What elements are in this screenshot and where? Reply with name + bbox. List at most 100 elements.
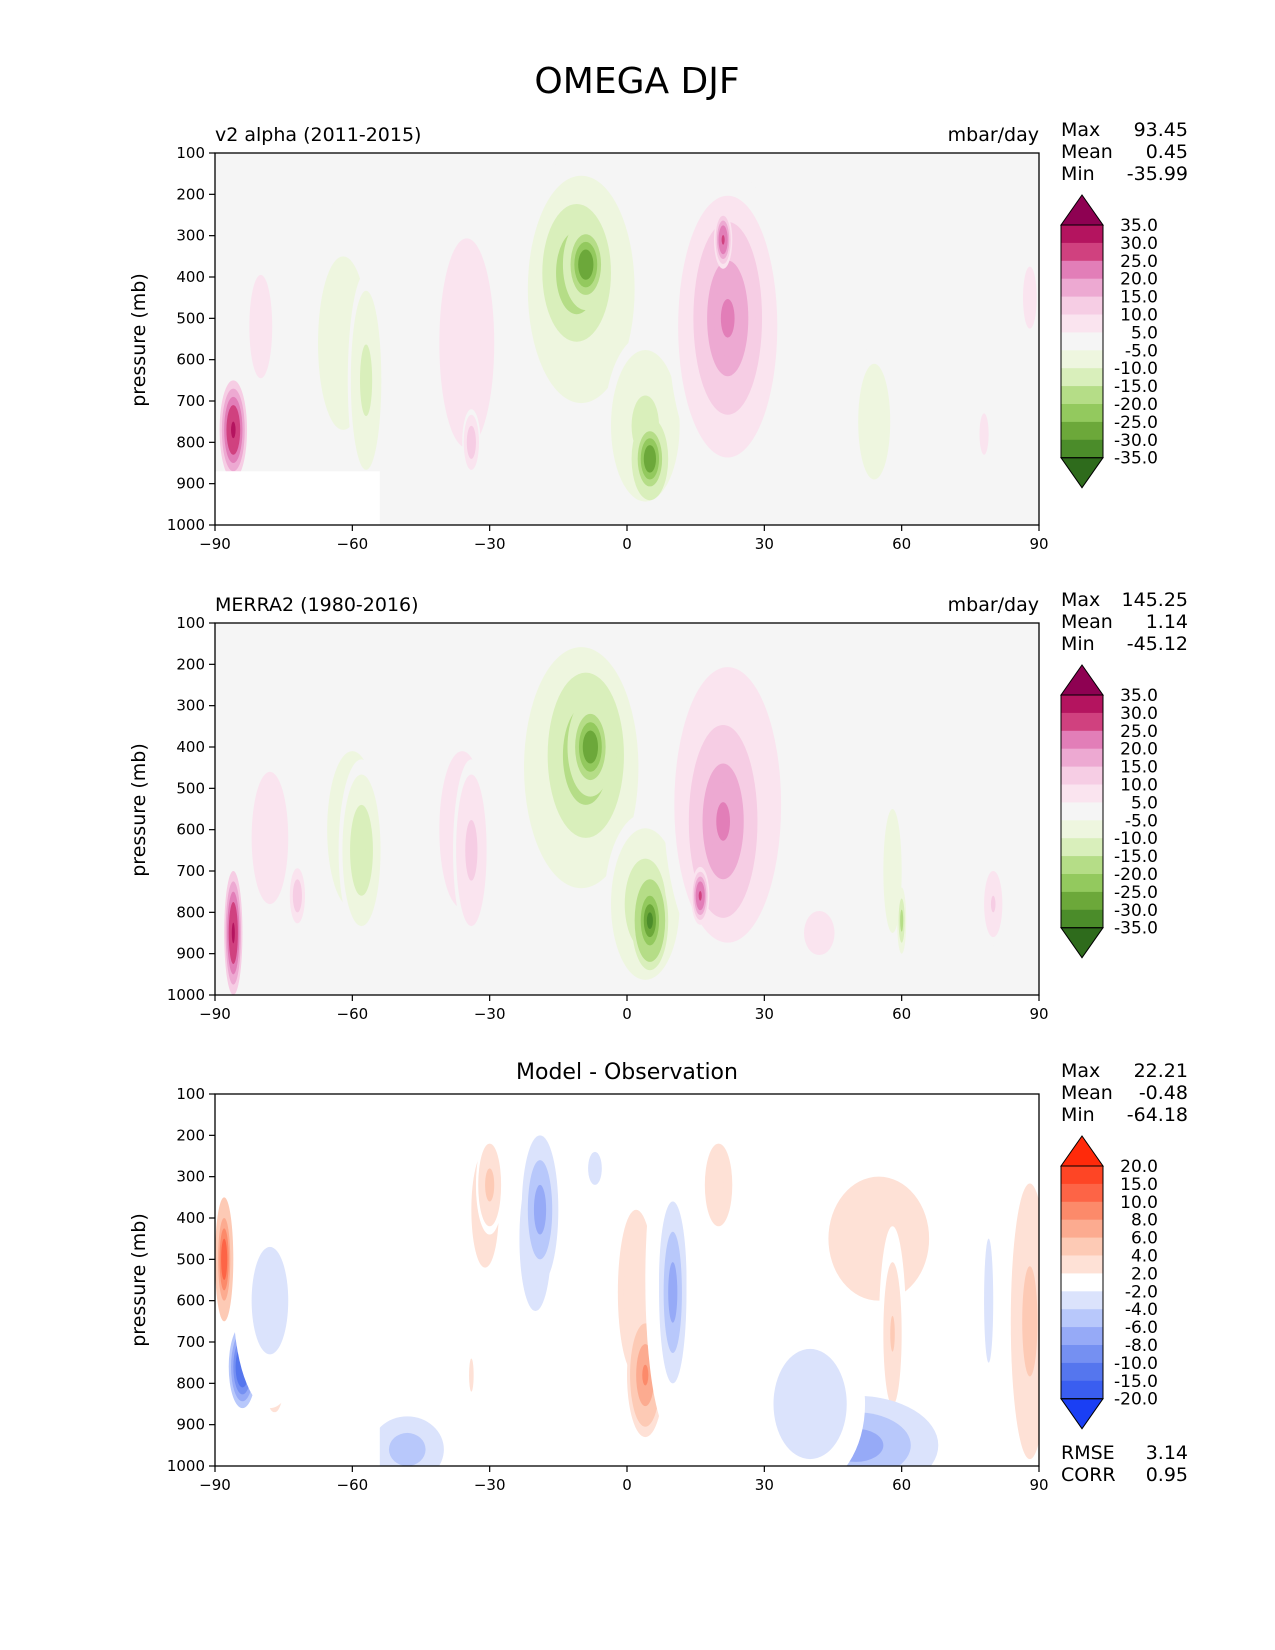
panel-3-contour: [263, 1282, 277, 1319]
panel-3-colorbar-bin: [1061, 1237, 1103, 1256]
panel-2-colorbar-extend-top: [1060, 664, 1104, 696]
panel-3-contour: [890, 1315, 895, 1352]
panel-3-stats: Max 22.21 Mean -0.48 Min -64.18: [1061, 1060, 1188, 1126]
panel-2-ytick-label: 400: [176, 738, 205, 756]
panel-3-colorbar-label: -8.0: [1125, 1336, 1158, 1356]
panel-1-xtick-label: −60: [337, 535, 369, 553]
panel-3-stat-label: Mean: [1061, 1082, 1113, 1104]
panel-1-colorbar-bin: [1061, 368, 1103, 387]
panel-1-colorbar-label: -15.0: [1114, 377, 1158, 397]
panel-2-ytick-label: 200: [176, 655, 205, 673]
panel-3-metrics: RMSE 3.14 CORR 0.95: [1061, 1442, 1188, 1486]
panel-2-stat-label: Mean: [1061, 611, 1113, 633]
panel-1-xtick-label: 30: [755, 535, 774, 553]
panel-1-xticks: −90 −60 −30 0 30 60 90: [199, 525, 1049, 553]
panel-2-stat-label: Max: [1061, 589, 1100, 611]
panel-1-colorbar-label: 30.0: [1120, 234, 1158, 254]
panel-3-colorbar-label: 20.0: [1120, 1157, 1158, 1177]
panel-3-colorbar-bin: [1061, 1362, 1103, 1382]
panel-1-stat-label: Mean: [1061, 141, 1113, 163]
panel-3-anomaly-11: [778, 1114, 980, 1363]
panel-2-stat-value: -45.12: [1127, 633, 1188, 655]
panel-3-colorbar-label: 6.0: [1131, 1229, 1158, 1249]
panel-2-ytick-label: 600: [176, 821, 205, 839]
panel-2-colorbar-label: 15.0: [1120, 758, 1158, 778]
panel-1-title-left: v2 alpha (2011-2015): [215, 124, 421, 146]
panel-3-anomaly-12: [878, 1226, 907, 1442]
panel-2-ytick-label: 700: [176, 862, 205, 880]
panel-3-anomaly-17: [215, 1197, 234, 1322]
panel-3-ytick-label: 100: [176, 1085, 205, 1103]
panel-3-contour: [800, 1390, 820, 1418]
panel-3-colorbar-label: 8.0: [1131, 1211, 1158, 1231]
panel-1-colorbar-label: 20.0: [1120, 270, 1158, 290]
panel-1-anomaly-16: [974, 392, 994, 476]
panel-2-colorbar-bin: [1061, 766, 1103, 785]
panel-2-anomaly-18: [979, 854, 1007, 954]
panel-1-contour: [721, 234, 725, 245]
panel-3-colorbar-extend-bottom: [1060, 1398, 1104, 1430]
panel-2-colorbar-bin: [1061, 784, 1103, 803]
panel-2-xtick-label: 0: [622, 1005, 632, 1023]
panel-1-contour: [469, 436, 473, 448]
panel-1-anomaly-7: [686, 202, 769, 435]
panel-1-ytick-label: 400: [176, 268, 205, 286]
panel-1-contour: [646, 451, 653, 466]
panel-2-yticks: 100 200 300 400 500 600 700 800 900 1000: [167, 614, 215, 1004]
panel-3-ytick-label: 500: [176, 1250, 205, 1268]
panel-1-yticks: 100 200 300 400 500 600 700 800 900 1000: [167, 144, 215, 534]
panel-3-contour: [536, 1197, 544, 1223]
panel-2-xtick-label: 60: [892, 1005, 911, 1023]
panel-2-anomaly-8: [691, 866, 710, 925]
panel-2-contour: [263, 815, 277, 860]
panel-1-colorbar-frame: [1060, 224, 1104, 459]
panel-3-colorbar-label: 15.0: [1120, 1175, 1158, 1195]
panel-1-anomaly-3: [562, 219, 609, 311]
panel-3-colorbar-label: 10.0: [1120, 1193, 1158, 1213]
panel-2-colorbar-bin: [1061, 856, 1103, 875]
panel-2-colorbar-bin: [1061, 712, 1103, 732]
panel-1-contour: [1027, 287, 1033, 308]
panel-2-anomaly-14: [224, 871, 243, 995]
panel-3-anomaly-2: [475, 1135, 504, 1235]
panel-1-anomaly-5: [631, 417, 669, 501]
panel-3-anomaly-4: [521, 1135, 559, 1285]
panel-2-contour: [889, 850, 896, 892]
panel-1-stat-value: -35.99: [1127, 163, 1188, 185]
panel-3-contour: [670, 1277, 676, 1308]
panel-1-colorbar-label: -5.0: [1125, 341, 1158, 361]
panel-1-xtick-label: 0: [622, 535, 632, 553]
panel-2-xtick-label: 30: [755, 1005, 774, 1023]
panel-1-stats: Max 93.45 Mean 0.45 Min -35.99: [1061, 119, 1188, 185]
panel-1-ytick-label: 600: [176, 351, 205, 369]
panel-3-contour: [987, 1280, 991, 1322]
panel-2-anomaly-15: [288, 862, 307, 929]
panel-2-contour: [231, 922, 235, 944]
panel-3: Model - Observation pressure (mb) Max 22.…: [128, 1060, 1188, 1494]
panel-3-yticks: 100 200 300 400 500 600 700 800 900 1000: [167, 1085, 215, 1475]
panel-1-colorbar-bin: [1061, 242, 1103, 262]
panel-1-colorbar-bin: [1061, 296, 1103, 315]
panel-3-stat-value: -64.18: [1127, 1104, 1188, 1126]
panel-1-contour: [231, 421, 236, 439]
panel-3-ytick-label: 300: [176, 1168, 205, 1186]
panel-3-anomaly-21: [370, 1416, 444, 1466]
panel-1-colorbar-bin: [1061, 278, 1103, 297]
panel-1-ytick-label: 900: [176, 475, 205, 493]
panel-3-stat-label: Max: [1061, 1060, 1100, 1082]
panel-3-anomaly-15: [1006, 1156, 1039, 1466]
panel-2-colorbar-bin: [1061, 802, 1103, 821]
panel-1-colorbar-bin: [1061, 439, 1103, 459]
panel-3-stat-value: 22.21: [1134, 1060, 1188, 1082]
panel-2-ytick-label: 300: [176, 697, 205, 715]
panel-1-colorbar-label: 25.0: [1120, 252, 1158, 272]
panel-2-colorbar-bin: [1061, 838, 1103, 857]
panel-2-colorbar-frame: [1060, 694, 1104, 929]
panel-3-xtick-label: 90: [1029, 1476, 1048, 1494]
panel-2-contour: [900, 915, 903, 927]
panel-1-contour: [334, 314, 352, 373]
panel-1-ytick-label: 1000: [167, 516, 205, 534]
panel-1-contour: [868, 402, 880, 441]
panel-1-title-right: mbar/day: [948, 124, 1039, 146]
panel-1-anomaly-10: [462, 409, 481, 476]
